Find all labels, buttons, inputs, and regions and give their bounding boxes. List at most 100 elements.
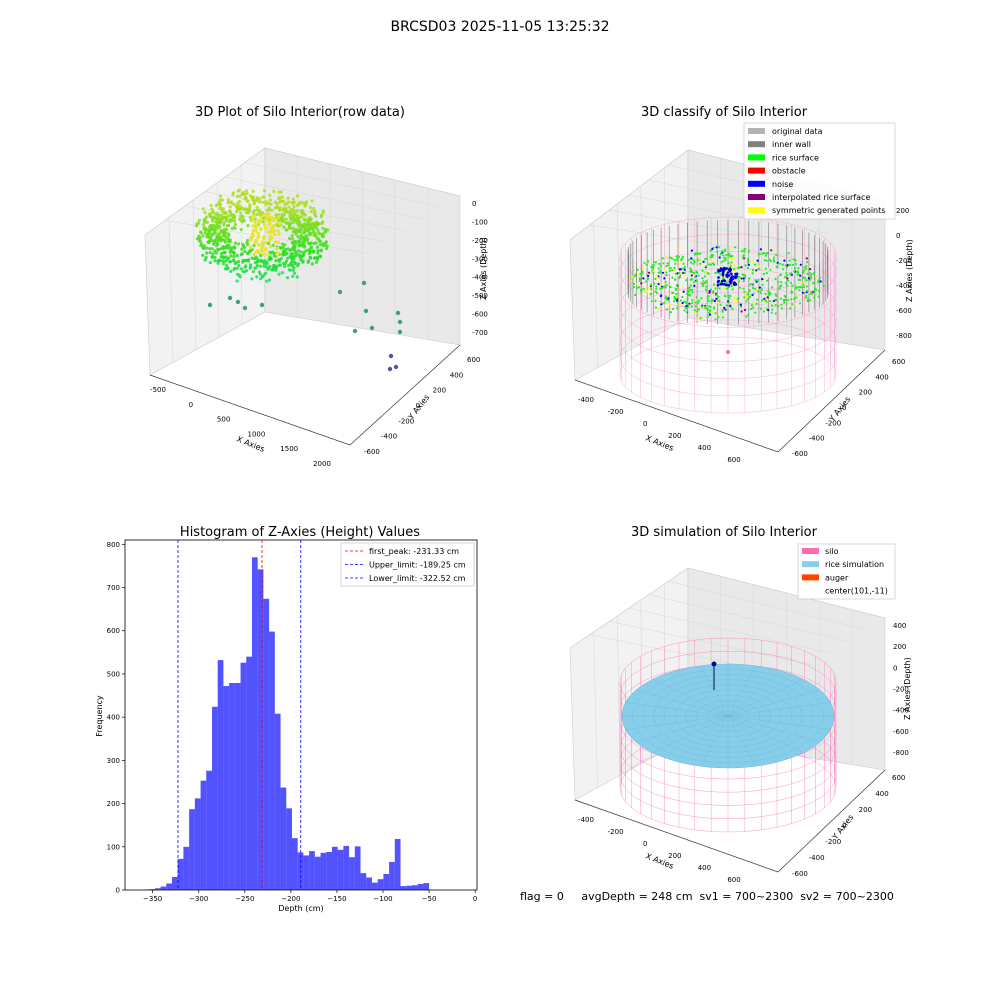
classified-point bbox=[719, 303, 722, 306]
axis-tick-label: -600 bbox=[364, 448, 380, 456]
legend-swatch bbox=[748, 167, 765, 174]
classified-point bbox=[780, 281, 783, 284]
classified-point bbox=[703, 275, 707, 278]
classified-point bbox=[730, 285, 733, 288]
classified-point bbox=[787, 252, 790, 255]
raw-point bbox=[228, 260, 232, 264]
classified-point bbox=[702, 282, 705, 285]
classified-point bbox=[645, 290, 648, 293]
raw-point bbox=[302, 201, 306, 205]
classified-point bbox=[782, 268, 785, 271]
noise-point bbox=[730, 272, 733, 276]
legend-swatch bbox=[748, 128, 765, 134]
classified-point bbox=[769, 268, 772, 271]
raw-point bbox=[225, 224, 230, 228]
raw-point bbox=[201, 207, 205, 211]
rice-mesh-spoke bbox=[674, 670, 729, 717]
raw-point bbox=[269, 230, 274, 234]
raw-point bbox=[311, 226, 315, 231]
raw-point bbox=[261, 252, 266, 257]
legend-label: symmetric generated points bbox=[772, 206, 885, 215]
classified-point bbox=[795, 296, 798, 299]
raw-point bbox=[284, 206, 288, 211]
raw-point bbox=[265, 215, 270, 219]
raw-point bbox=[314, 260, 319, 264]
raw-point bbox=[211, 252, 215, 256]
classified-point bbox=[802, 276, 805, 279]
raw-point bbox=[301, 209, 305, 213]
classified-point bbox=[685, 304, 688, 307]
raw-point bbox=[326, 228, 330, 232]
raw-point bbox=[251, 224, 256, 228]
classified-point bbox=[717, 316, 720, 319]
raw-point bbox=[277, 222, 282, 226]
raw-outlier-point bbox=[395, 310, 401, 316]
auger-head bbox=[711, 661, 717, 667]
classified-point bbox=[665, 265, 668, 268]
raw-point bbox=[248, 250, 252, 254]
classified-point bbox=[729, 248, 732, 251]
raw-outlier-point bbox=[337, 289, 343, 295]
axis-tick-label: 200 bbox=[433, 387, 446, 395]
classified-point bbox=[769, 293, 772, 296]
axis-tick-label: -800 bbox=[896, 332, 912, 340]
axis-tick-label: -200 bbox=[893, 686, 909, 694]
legend-swatch bbox=[748, 141, 765, 148]
classified-point bbox=[705, 280, 708, 283]
raw-point bbox=[209, 224, 213, 228]
raw-point bbox=[225, 263, 229, 267]
classified-point bbox=[803, 269, 806, 272]
classified-point bbox=[650, 288, 653, 291]
raw-y-label: Y Axies bbox=[406, 393, 432, 422]
classified-point bbox=[721, 316, 725, 319]
classified-point bbox=[778, 287, 782, 290]
classified-point bbox=[710, 300, 713, 303]
raw-point bbox=[212, 231, 216, 235]
raw-point bbox=[248, 245, 253, 249]
classified-point bbox=[727, 301, 730, 304]
axis-tick-label: -800 bbox=[893, 749, 909, 757]
classified-point bbox=[633, 282, 636, 285]
raw-point bbox=[251, 232, 255, 236]
rice-mesh-spoke bbox=[636, 715, 729, 743]
classified-point bbox=[763, 297, 766, 300]
raw-point bbox=[268, 234, 273, 239]
classified-point bbox=[773, 298, 777, 301]
raw-point bbox=[237, 263, 241, 268]
classified-point bbox=[688, 302, 691, 305]
raw-point bbox=[234, 210, 239, 214]
classified-point bbox=[716, 301, 719, 304]
legend-swatch bbox=[802, 574, 819, 581]
raw-point bbox=[285, 256, 290, 260]
y-tick-label: 700 bbox=[107, 584, 120, 592]
raw-point bbox=[233, 226, 237, 230]
raw-point bbox=[290, 234, 294, 238]
axis-tick-label: 600 bbox=[467, 356, 480, 364]
classified-point bbox=[756, 259, 759, 262]
histogram-bar bbox=[149, 889, 155, 890]
classified-point bbox=[766, 251, 769, 255]
raw-point bbox=[301, 235, 305, 240]
raw-point bbox=[242, 207, 246, 211]
classified-point bbox=[683, 271, 687, 274]
raw-point bbox=[251, 228, 256, 233]
raw-point bbox=[232, 259, 236, 263]
gridline bbox=[616, 615, 621, 776]
classified-point bbox=[708, 305, 711, 308]
classified-point bbox=[695, 280, 698, 283]
classified-point bbox=[645, 280, 648, 283]
rice-mesh-spoke bbox=[652, 679, 729, 717]
classified-point bbox=[650, 300, 653, 303]
classified-point bbox=[708, 313, 712, 316]
raw-point bbox=[287, 200, 291, 204]
rice-mesh-spoke bbox=[700, 715, 729, 767]
histogram-bar bbox=[366, 877, 372, 890]
x-tick-label: −300 bbox=[189, 895, 208, 903]
raw-point bbox=[272, 224, 276, 228]
rice-mesh-spoke bbox=[636, 689, 729, 717]
axis-tick-label: 400 bbox=[450, 371, 463, 379]
classified-point bbox=[695, 270, 698, 273]
classified-point bbox=[705, 285, 708, 288]
raw-point bbox=[219, 213, 223, 217]
classified-point bbox=[722, 254, 725, 257]
